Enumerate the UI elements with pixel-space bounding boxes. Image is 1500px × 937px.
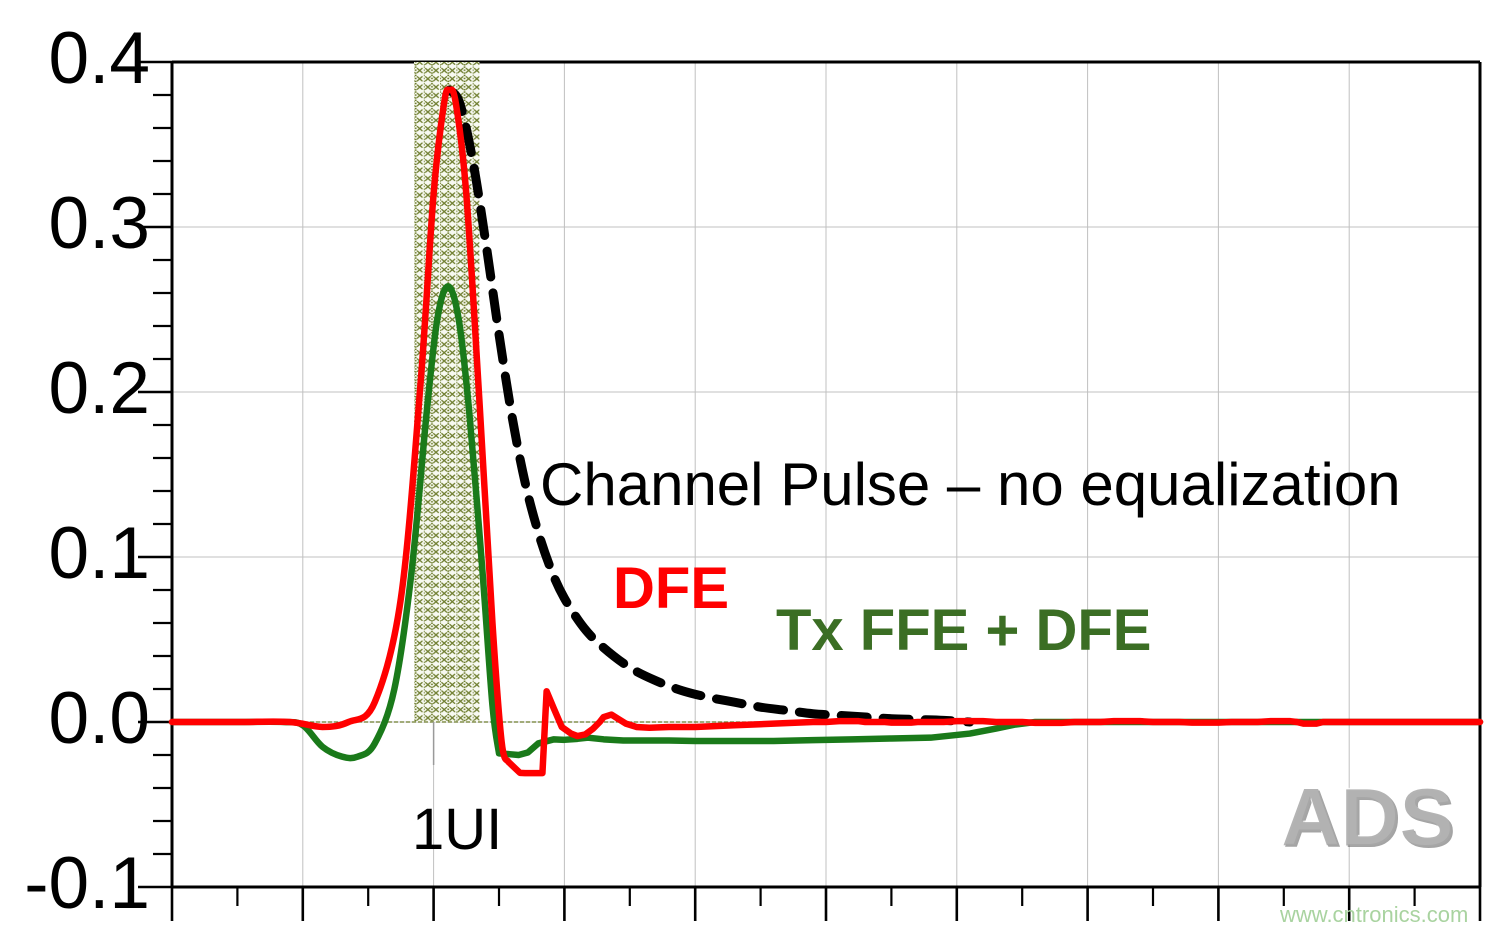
svg-text:Tx FFE + DFE: Tx FFE + DFE <box>776 598 1151 663</box>
svg-text:Channel Pulse – no equalizatio: Channel Pulse – no equalization <box>540 451 1401 518</box>
svg-text:0.0: 0.0 <box>49 678 150 759</box>
svg-text:0.1: 0.1 <box>49 513 150 594</box>
svg-text:www.cntronics.com: www.cntronics.com <box>1279 902 1468 927</box>
svg-text:-0.1: -0.1 <box>24 843 150 924</box>
svg-text:1UI: 1UI <box>412 797 502 862</box>
svg-text:0.4: 0.4 <box>49 18 150 99</box>
svg-text:0.3: 0.3 <box>49 183 150 264</box>
svg-text:DFE: DFE <box>613 556 729 621</box>
svg-text:0.2: 0.2 <box>49 348 150 429</box>
svg-text:ADS: ADS <box>1282 773 1455 864</box>
